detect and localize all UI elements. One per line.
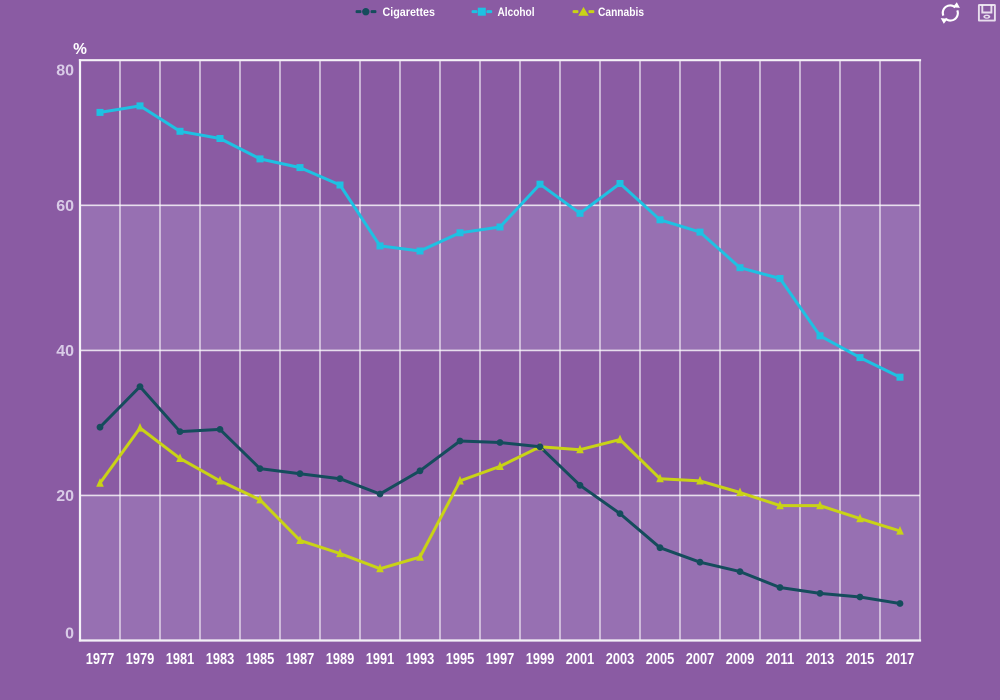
svg-text:Cigarettes: Cigarettes [383,5,436,19]
svg-text:0: 0 [65,626,74,643]
svg-text:1989: 1989 [326,651,355,668]
svg-text:2007: 2007 [686,651,715,668]
svg-text:2015: 2015 [846,651,875,668]
svg-text:2005: 2005 [646,651,675,668]
svg-text:1999: 1999 [526,651,555,668]
svg-text:2013: 2013 [806,651,835,668]
svg-text:2017: 2017 [886,651,915,668]
svg-text:1997: 1997 [486,651,515,668]
svg-text:1995: 1995 [446,651,475,668]
svg-text:1979: 1979 [126,651,155,668]
svg-text:2003: 2003 [606,651,635,668]
svg-text:1993: 1993 [406,651,435,668]
svg-text:1977: 1977 [86,651,115,668]
svg-text:2001: 2001 [566,651,595,668]
svg-text:80: 80 [56,63,74,80]
svg-text:Cannabis: Cannabis [598,5,644,19]
svg-text:1991: 1991 [366,651,395,668]
svg-text:60: 60 [56,198,74,215]
svg-text:40: 40 [56,343,74,360]
svg-text:Alcohol: Alcohol [498,5,535,19]
svg-text:2009: 2009 [726,651,755,668]
svg-text:%: % [73,41,87,58]
svg-text:20: 20 [56,488,74,505]
svg-text:1985: 1985 [246,651,275,668]
svg-text:1987: 1987 [286,651,315,668]
svg-text:1983: 1983 [206,651,235,668]
svg-text:1981: 1981 [166,651,195,668]
svg-text:2011: 2011 [766,651,795,668]
